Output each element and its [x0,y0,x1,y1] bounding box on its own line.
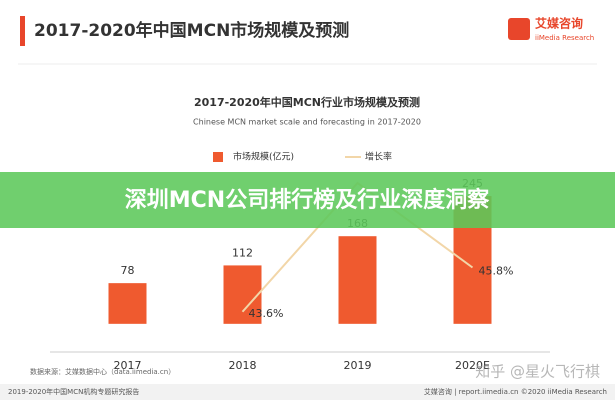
bar [338,236,377,324]
footer-left: 2019-2020年中国MCN机构专题研究报告 [8,387,139,396]
banner [0,172,615,228]
data-label: 78 [121,264,135,277]
bar [108,283,147,324]
x-tick-label: 2018 [229,359,257,372]
data-label: 112 [232,246,253,259]
banner-text: 深圳MCN公司排行榜及行业深度洞察 [125,187,490,213]
x-tick-label: 2017 [114,359,142,372]
chart-title: 2017-2020年中国MCN行业市场规模及预测 [194,95,420,109]
x-tick-label: 2020E [455,359,490,372]
footer-right: 艾媒咨询 | report.iimedia.cn ©2020 iiMedia R… [424,387,607,396]
chart-subtitle: Chinese MCN market scale and forecasting… [193,118,421,127]
logo-text: 艾媒咨询 [535,16,583,31]
watermark: 知乎 @星火飞行棋 [475,363,600,381]
legend-swatch [213,152,223,162]
logo-icon [508,18,530,40]
title-accent [20,16,25,46]
legend-label: 增长率 [365,151,392,163]
header-title: 2017-2020年中国MCN市场规模及预测 [34,20,349,41]
source: 数据来源：艾媒数据中心（data.iimedia.cn） [30,367,175,376]
footer-bar [0,384,615,400]
logo-sub: iiMedia Research [535,34,594,42]
legend-label: 市场规模(亿元) [233,151,294,163]
x-tick-label: 2019 [344,359,372,372]
bar [223,265,262,324]
data-label: 45.8% [479,265,514,278]
data-label: 43.6% [249,307,284,320]
